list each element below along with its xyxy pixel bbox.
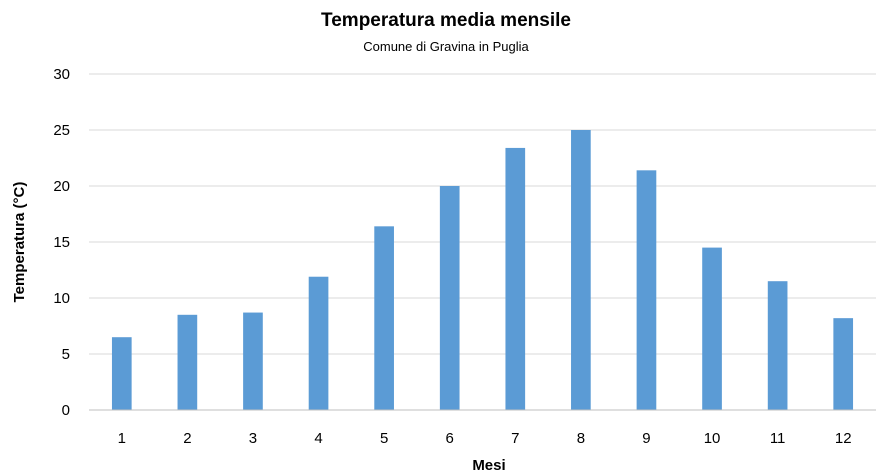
y-tick-label: 25 [53,122,70,139]
bar-month-8 [571,130,591,410]
x-tick-label: 5 [380,430,388,447]
y-tick-label: 0 [62,402,70,419]
x-tick-label: 3 [249,430,257,447]
x-tick-label: 6 [446,430,454,447]
chart-subtitle: Comune di Gravina in Puglia [363,39,529,54]
bar-month-6 [439,186,460,410]
y-tick-label: 15 [53,234,70,251]
bar-month-11 [767,281,788,410]
x-tick-label: 9 [642,430,650,447]
x-axis-ticks: 1 2 3 4 5 6 7 8 9 10 11 12 [118,430,852,447]
x-axis-label: Mesi [472,457,505,474]
x-tick-label: 2 [183,430,191,447]
bar-month-7 [505,147,526,411]
x-tick-label: 4 [314,430,322,447]
y-axis-label: Temperatura (°C) [11,182,28,303]
bar-month-10 [702,247,722,410]
y-tick-label: 20 [53,178,70,195]
x-tick-label: 11 [770,430,786,447]
x-tick-label: 10 [704,430,721,447]
y-tick-label: 5 [62,346,70,363]
bar-month-1 [111,337,132,410]
y-tick-label: 10 [53,290,70,307]
y-tick-label: 30 [53,66,70,83]
bar-month-3 [243,312,263,410]
bar-month-4 [308,276,329,410]
bar-month-2 [177,314,198,410]
x-tick-label: 8 [577,430,585,447]
x-tick-label: 12 [835,430,852,447]
bar-month-9 [636,170,657,410]
bars [111,130,854,411]
bar-month-12 [833,318,854,410]
x-tick-label: 7 [511,430,519,447]
x-tick-label: 1 [118,430,126,447]
y-axis-ticks: 0 5 10 15 20 25 30 [53,66,70,419]
bar-month-5 [374,226,394,410]
chart-title: Temperatura media mensile [321,10,571,31]
grid-lines [89,73,876,355]
